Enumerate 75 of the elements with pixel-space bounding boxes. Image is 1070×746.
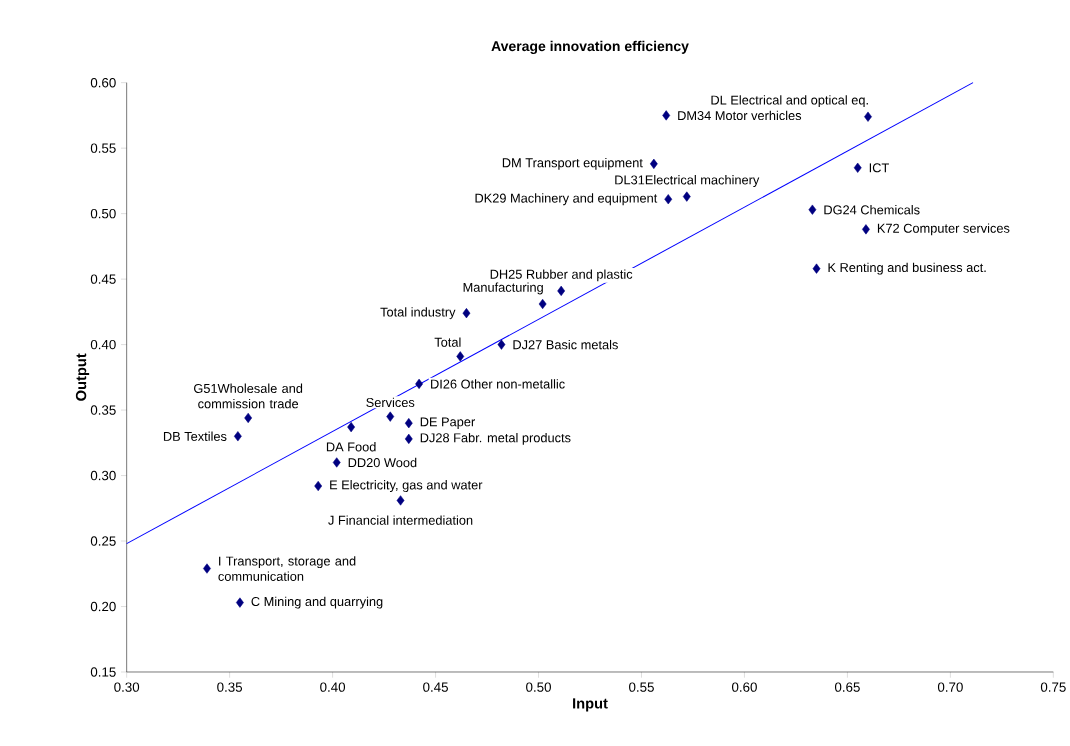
point	[462, 308, 471, 319]
x-tick-label: 0.60	[732, 682, 757, 692]
point	[649, 158, 658, 169]
annotation: DM Transport equipment	[502, 157, 643, 170]
annotation: G51Wholesale and commission trade	[194, 383, 303, 409]
x-tick-label: 0.30	[114, 682, 140, 692]
x-axis-title: Input	[573, 698, 608, 712]
y-tick-label: 0.20	[90, 601, 116, 612]
annotation: DI26 Other non-metallic	[431, 379, 565, 389]
y-tick-label: 0.15	[90, 667, 116, 677]
y-tick-label: 0.30	[90, 470, 116, 481]
chart-title: Average innovation efficiency	[491, 40, 689, 54]
annotation: DL Electrical and optical eq.	[711, 95, 868, 108]
point	[662, 110, 671, 121]
annotation: I Transport, storage and communication	[218, 556, 356, 581]
point	[862, 224, 870, 235]
point	[404, 418, 413, 429]
y-axis-title: Output	[75, 353, 90, 401]
annotation: DJ28 Fabr. metal products	[420, 432, 571, 445]
y-tick-label: 0.25	[90, 536, 116, 546]
point	[347, 422, 355, 433]
y-tick-label: 0.45	[90, 274, 116, 284]
point	[404, 433, 413, 444]
point	[682, 191, 691, 202]
y-tick-label: 0.60	[90, 77, 116, 88]
point	[236, 597, 244, 608]
point	[244, 412, 253, 423]
annotation: DK29 Machinery and equipment	[475, 193, 658, 206]
y-tick-label: 0.40	[90, 339, 116, 350]
x-tick-label: 0.35	[217, 682, 243, 692]
annotation: E Electricity, gas and water	[330, 480, 483, 492]
point	[664, 194, 673, 205]
annotation: DD20 Wood	[348, 457, 417, 468]
x-tick-label: 0.55	[629, 682, 654, 692]
point	[538, 298, 547, 310]
point	[808, 204, 817, 215]
point	[332, 457, 341, 468]
annotation: K Renting and business act.	[828, 262, 986, 275]
annotation: ICT	[869, 163, 889, 173]
annotation: DL31Electrical machinery	[615, 175, 760, 187]
annotation: C Mining and quarrying	[251, 596, 383, 609]
x-tick-label: 0.75	[1040, 682, 1066, 692]
x-tick-label: 0.50	[526, 682, 551, 692]
annotation: DG24 Chemicals	[824, 205, 920, 215]
x-tick-label: 0.40	[320, 682, 346, 692]
annotation: DM34 Motor verhicles	[678, 110, 802, 121]
annotation: Total industry	[380, 307, 456, 320]
y-tick-label: 0.50	[90, 208, 116, 219]
point	[812, 263, 821, 274]
annotation: Total	[434, 337, 461, 347]
point	[386, 411, 395, 422]
point	[396, 495, 405, 506]
annotation: DH25 Rubber and plastic	[490, 269, 633, 282]
y-tick-label: 0.35	[90, 405, 116, 415]
annotation: DB Textiles	[163, 431, 227, 441]
x-tick-label: 0.70	[937, 682, 963, 692]
point	[557, 285, 566, 296]
annotation: J Financial intermediation	[328, 515, 473, 525]
annotation: K72 Computer services	[877, 223, 1010, 236]
point	[497, 339, 506, 350]
point	[314, 480, 323, 492]
point	[234, 431, 242, 442]
point	[864, 111, 872, 122]
annotation: Services	[366, 397, 415, 408]
x-tick-label: 0.65	[834, 682, 860, 692]
annotation: Manufacturing	[463, 282, 543, 295]
point	[853, 162, 862, 173]
annotation: DA Food	[326, 442, 376, 452]
x-tick-label: 0.45	[423, 682, 448, 692]
annotation: DE Paper	[420, 417, 475, 429]
point	[456, 351, 465, 362]
annotation: DJ27 Basic metals	[513, 339, 618, 350]
point	[203, 563, 211, 574]
y-tick-label: 0.55	[90, 143, 116, 153]
point	[415, 378, 423, 389]
